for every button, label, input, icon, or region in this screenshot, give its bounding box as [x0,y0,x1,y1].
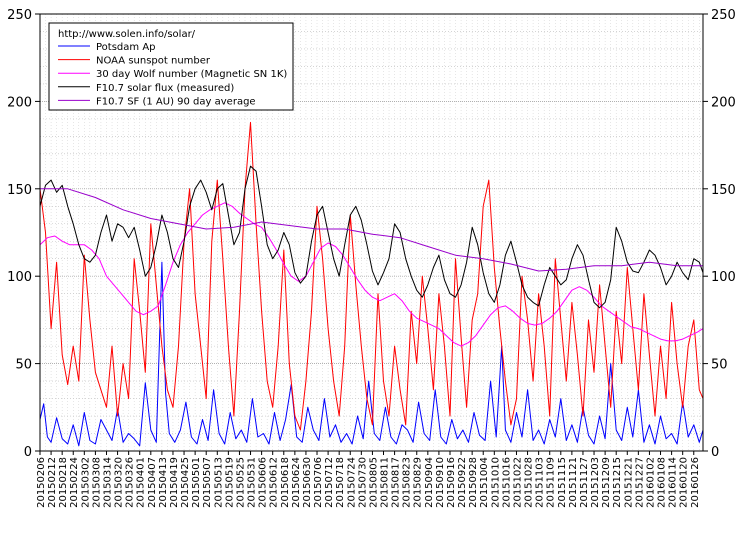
y-tick-label-left: 100 [7,270,32,285]
x-tick-label: 20150224 [69,457,80,508]
x-tick-label: 20151109 [546,457,557,508]
x-tick-label: 20150531 [247,457,258,508]
y-tick-label-left: 0 [24,445,32,460]
x-tick-label: 20150326 [125,457,136,508]
x-tick-label: 20150904 [424,457,435,508]
series-line-f10-7-sf-1-au-90-day-average [40,188,703,272]
x-tick-label: 20151227 [634,457,645,508]
x-tick-label: 20151103 [535,457,546,508]
x-tick-label: 20150805 [368,457,379,508]
x-tick-label: 20160102 [645,457,656,508]
x-tick-label: 20150618 [280,457,291,508]
x-tick-label: 20150519 [224,457,235,508]
x-tick-label: 20150706 [313,457,324,508]
legend-label: F10.7 SF (1 AU) 90 day average [96,96,256,107]
x-axis: 20150206 20150212 20150218 20150224 20150302… [36,451,701,508]
x-tick-label: 20160114 [668,457,679,508]
x-tick-label: 20150928 [468,457,479,508]
y-tick-label-right: 250 [711,8,736,23]
x-tick-label: 20150630 [302,457,313,508]
legend-label: NOAA sunspot number [96,56,211,67]
legend-box [48,22,294,111]
x-tick-label: 20151004 [479,457,490,508]
x-tick-label: 20150206 [36,457,47,508]
series-layer [39,121,704,447]
x-tick-label: 20150718 [335,457,346,508]
x-tick-label: 20150730 [357,457,368,508]
y-axis-right: 0 50 100 150 200 250 [703,8,736,460]
x-tick-label: 20150314 [103,457,114,508]
y-axis-left: 0 50 100 150 200 250 [7,8,40,460]
x-tick-label: 20151209 [601,457,612,508]
x-tick-label: 20150910 [435,457,446,508]
legend-source: http://www.solen.info/solar/ [58,29,196,40]
x-tick-label: 20150811 [380,457,391,508]
x-tick-label: 20150513 [213,457,224,508]
x-tick-label: 20151010 [490,457,501,508]
x-tick-label: 20150829 [413,457,424,508]
x-tick-label: 20150606 [258,457,269,508]
x-tick-label: 20150501 [191,457,202,508]
y-tick-label-left: 50 [15,358,32,373]
x-tick-label: 20150525 [236,457,247,508]
x-tick-label: 20150212 [47,457,58,508]
series-line-30-day-wolf-number-magnetic-sn-1k [39,202,704,347]
x-tick-label: 20150823 [402,457,413,508]
x-tick-label: 20150413 [158,457,169,508]
x-tick-label: 20150302 [80,457,91,508]
y-tick-label-left: 200 [7,95,32,110]
x-tick-label: 20150724 [346,457,357,508]
x-tick-label: 20151203 [590,457,601,508]
y-tick-label-left: 150 [7,183,32,198]
x-tick-label: 20150916 [446,457,457,508]
series-line-potsdam-ap [39,261,704,447]
x-tick-label: 20151127 [579,457,590,508]
x-tick-label: 20150817 [391,457,402,508]
y-tick-label-right: 100 [711,270,736,285]
x-tick-label: 20151115 [557,457,568,508]
y-tick-label-right: 150 [711,183,736,198]
x-tick-label: 20150712 [324,457,335,508]
x-tick-label: 20150612 [269,457,280,508]
series-line-f10-7-solar-flux-measured [39,165,704,309]
x-tick-label: 20150407 [147,457,158,508]
plot-frame [39,13,704,452]
y-tick-label-right: 50 [711,358,728,373]
x-tick-label: 20160120 [679,457,690,508]
x-tick-label: 20151121 [568,457,579,508]
x-tick-label: 20150419 [169,457,180,508]
x-tick-label: 20150320 [114,457,125,508]
x-tick-label: 20150425 [180,457,191,508]
legend-label: F10.7 solar flux (measured) [96,83,234,94]
x-tick-label: 20151221 [623,457,634,508]
x-tick-label: 20150507 [202,457,213,508]
x-tick-label: 20151022 [513,457,524,508]
x-tick-label: 20160108 [657,457,668,508]
x-tick-label: 20151215 [612,457,623,508]
x-tick-label: 20151016 [501,457,512,508]
y-tick-label-right: 0 [711,445,719,460]
x-tick-label: 20150308 [91,457,102,508]
x-tick-label: 20150922 [457,457,468,508]
legend-label: Potsdam Ap [96,42,156,53]
x-tick-label: 20151028 [524,457,535,508]
x-tick-label: 20150401 [136,457,147,508]
y-tick-label-left: 250 [7,8,32,23]
legend: http://www.solen.info/solar/Potsdam Ap NO… [48,22,294,111]
x-tick-label: 20150218 [58,457,69,508]
x-tick-label: 20160126 [690,457,701,508]
x-tick-label: 20150624 [291,457,302,508]
series-line-noaa-sunspot-number [39,121,704,431]
legend-label: 30 day Wolf number (Magnetic SN 1K) [96,69,287,80]
y-tick-label-right: 200 [711,95,736,110]
